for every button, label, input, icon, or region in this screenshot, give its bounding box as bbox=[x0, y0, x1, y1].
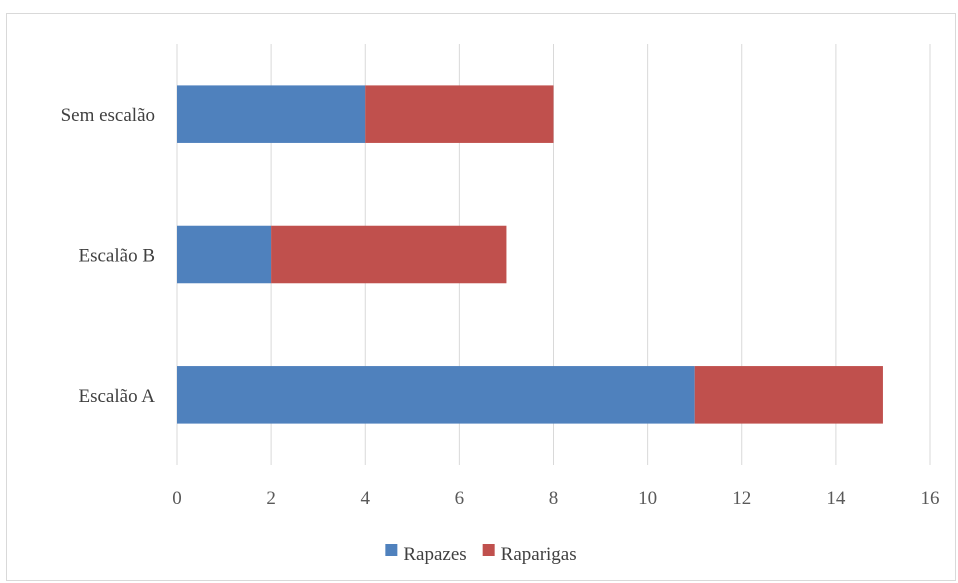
bars bbox=[177, 85, 883, 424]
bar-raparigas bbox=[365, 85, 554, 143]
x-tick-label: 0 bbox=[172, 488, 182, 509]
x-tick-label: 2 bbox=[266, 488, 276, 509]
legend: Rapazes Raparigas bbox=[385, 544, 577, 565]
x-tick-label: 10 bbox=[638, 488, 657, 509]
x-tick-label: 8 bbox=[549, 488, 559, 509]
category-label: Sem escalão bbox=[61, 105, 155, 126]
category-labels: Sem escalão Escalão B Escalão A bbox=[61, 105, 156, 407]
x-tick-label: 12 bbox=[732, 488, 751, 509]
bar-raparigas bbox=[271, 225, 507, 284]
x-tick-labels: 0 2 4 6 8 10 12 14 16 bbox=[172, 488, 939, 509]
legend-label-raparigas: Raparigas bbox=[501, 544, 577, 565]
legend-swatch-raparigas bbox=[482, 544, 495, 556]
x-tick-label: 6 bbox=[455, 488, 465, 509]
bar-rapazes bbox=[177, 225, 272, 284]
legend-swatch-rapazes bbox=[385, 544, 398, 556]
bar-rapazes bbox=[177, 85, 366, 143]
category-label: Escalão B bbox=[78, 246, 155, 267]
bar-rapazes bbox=[177, 366, 695, 424]
x-tick-label: 14 bbox=[826, 488, 846, 509]
chart-frame: 0 2 4 6 8 10 12 14 16 Sem escalão Escalão B Escalã… bbox=[6, 13, 956, 581]
bar-raparigas bbox=[694, 366, 883, 424]
stacked-bar-chart: 0 2 4 6 8 10 12 14 16 Sem escalão Escalão B Escalã… bbox=[61, 44, 940, 565]
x-tick-label: 16 bbox=[921, 488, 940, 509]
category-label: Escalão A bbox=[78, 386, 155, 407]
legend-label-rapazes: Rapazes bbox=[403, 544, 466, 565]
x-tick-label: 4 bbox=[361, 488, 371, 509]
